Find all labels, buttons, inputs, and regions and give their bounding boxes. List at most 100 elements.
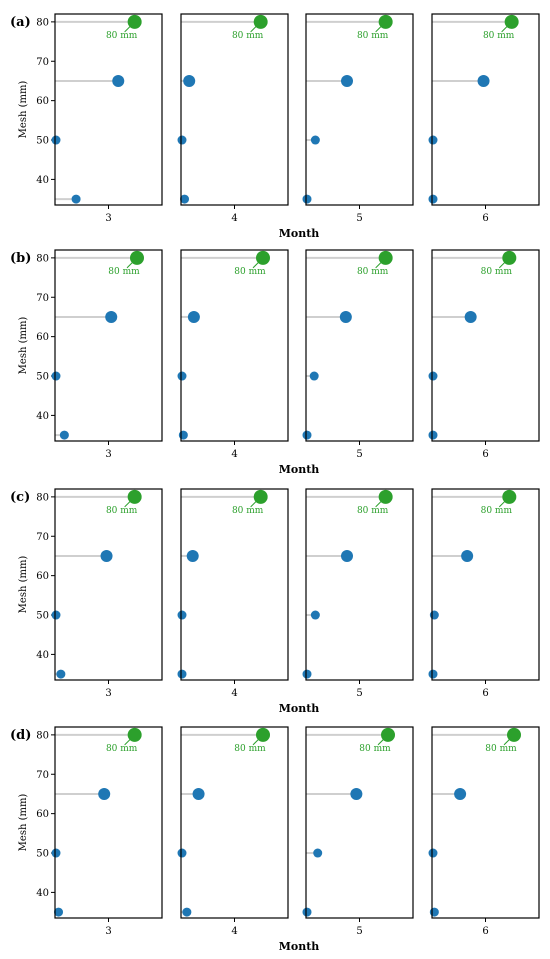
highlight-point: [378, 250, 393, 265]
panel-frame: [54, 249, 163, 442]
panel-frame: [305, 726, 414, 919]
data-point: [112, 74, 125, 87]
panel-frame: [305, 13, 414, 206]
x-tick-label: 3: [105, 688, 111, 699]
y-tick-label: 70: [36, 770, 49, 781]
annotation-label: 80 mm: [483, 31, 515, 41]
data-point: [429, 907, 439, 917]
annotation-leader: [124, 738, 132, 746]
data-point: [302, 430, 312, 440]
y-tick-label: 50: [36, 849, 49, 860]
data-point: [178, 430, 188, 440]
highlight-point: [504, 14, 519, 29]
data-point: [341, 549, 353, 562]
data-point: [341, 74, 353, 87]
data-point: [310, 610, 320, 620]
y-tick-label: 40: [36, 888, 49, 899]
annotation-leader: [377, 738, 385, 746]
panel-frame: [54, 488, 163, 681]
annotation-label: 80 mm: [106, 506, 138, 516]
annotation-label: 80 mm: [234, 267, 266, 277]
x-axis-label: Month: [279, 940, 320, 953]
data-point: [310, 135, 320, 145]
y-tick-label: 60: [36, 96, 49, 107]
highlight-point: [127, 727, 142, 742]
data-point: [51, 371, 61, 381]
highlight-point: [256, 250, 270, 265]
data-point: [428, 848, 438, 858]
data-point: [192, 787, 205, 800]
annotation-label: 80 mm: [357, 267, 389, 277]
annotation-label: 80 mm: [234, 744, 266, 754]
data-point: [100, 549, 113, 562]
panel-frame: [180, 488, 289, 681]
highlight-point: [507, 727, 521, 742]
highlight-point: [127, 489, 142, 504]
data-point: [177, 610, 187, 620]
annotation-label: 80 mm: [106, 744, 138, 754]
panel-frame: [431, 249, 540, 442]
x-axis-label: Month: [279, 463, 320, 476]
annotation-leader: [250, 500, 258, 508]
data-point: [51, 610, 61, 620]
x-tick-label: 3: [105, 213, 111, 224]
data-point: [302, 669, 312, 679]
highlight-point: [253, 14, 268, 29]
y-tick-label: 80: [36, 253, 49, 264]
x-tick-label: 6: [482, 688, 488, 699]
data-point: [428, 135, 438, 145]
data-point: [180, 194, 190, 204]
facet-label: (b): [10, 251, 31, 266]
highlight-point: [378, 14, 393, 29]
data-point: [350, 787, 363, 800]
annotation-leader: [252, 738, 260, 746]
annotation-label: 80 mm: [232, 31, 264, 41]
data-point: [428, 430, 438, 440]
data-point: [186, 549, 199, 562]
x-tick-label: 5: [356, 926, 362, 937]
panel-frame: [431, 726, 540, 919]
data-point: [56, 669, 66, 679]
panel-frame: [180, 13, 289, 206]
highlight-point: [130, 250, 144, 265]
data-point: [302, 907, 312, 917]
data-point: [477, 74, 490, 87]
data-point: [187, 310, 200, 323]
y-axis-label: Mesh (mm): [18, 556, 29, 614]
annotation-leader: [124, 25, 132, 33]
y-axis-label: Mesh (mm): [18, 81, 29, 139]
highlight-point: [378, 489, 393, 504]
x-tick-label: 3: [105, 926, 111, 937]
annotation-label: 80 mm: [357, 31, 389, 41]
data-point: [71, 194, 81, 204]
highlight-point: [381, 727, 395, 742]
data-point: [429, 610, 439, 620]
data-point: [428, 371, 438, 381]
annotation-label: 80 mm: [357, 506, 389, 516]
x-tick-label: 4: [231, 926, 237, 937]
data-point: [51, 135, 61, 145]
y-axis-label: Mesh (mm): [18, 317, 29, 375]
data-point: [177, 669, 187, 679]
x-tick-label: 4: [231, 449, 237, 460]
y-tick-label: 50: [36, 372, 49, 383]
data-point: [98, 787, 111, 800]
annotation-leader: [501, 25, 509, 33]
annotation-leader: [252, 261, 260, 269]
annotation-label: 80 mm: [481, 506, 513, 516]
data-point: [464, 310, 477, 323]
annotation-leader: [503, 738, 511, 746]
data-point: [59, 430, 69, 440]
y-tick-label: 80: [36, 492, 49, 503]
panel-frame: [180, 726, 289, 919]
x-axis-label: Month: [279, 227, 320, 240]
x-tick-label: 6: [482, 926, 488, 937]
facet-label: (c): [10, 490, 30, 505]
annotation-leader: [375, 500, 383, 508]
panel-frame: [54, 726, 163, 919]
annotation-leader: [126, 261, 134, 269]
annotation-label: 80 mm: [485, 744, 517, 754]
y-tick-label: 60: [36, 571, 49, 582]
data-point: [428, 194, 438, 204]
y-tick-label: 50: [36, 611, 49, 622]
